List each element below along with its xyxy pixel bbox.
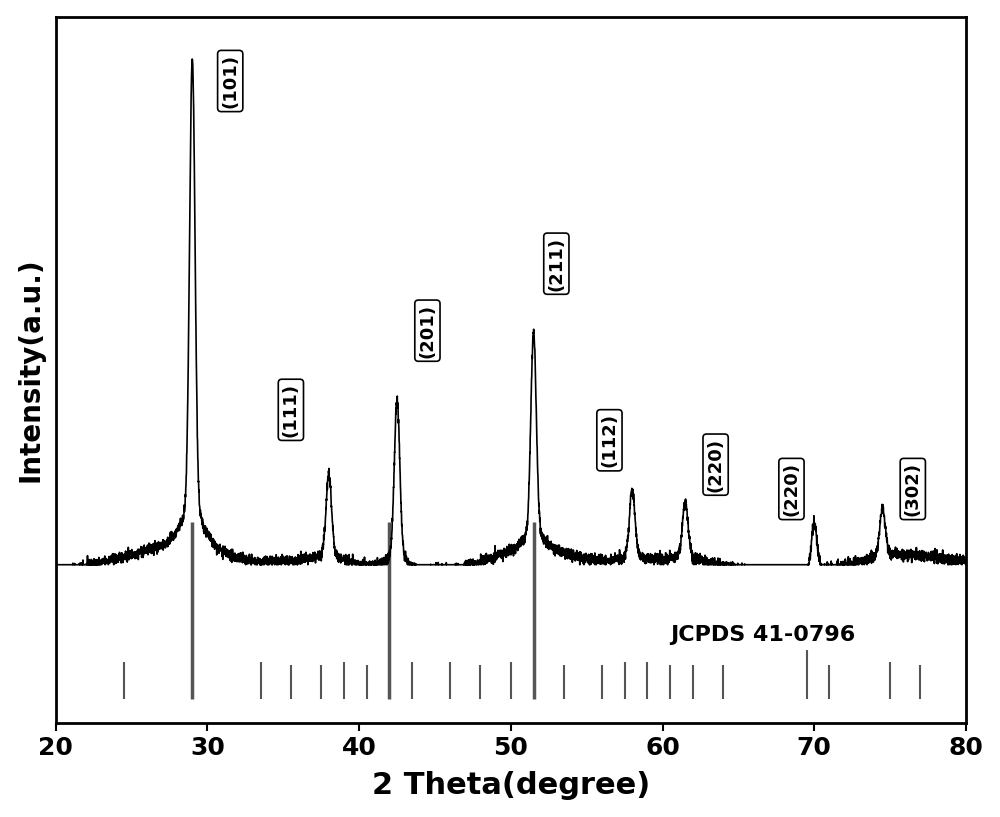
Text: (211): (211) (547, 237, 565, 291)
Text: (111): (111) (282, 383, 300, 437)
Text: (302): (302) (904, 462, 922, 516)
Text: (220): (220) (707, 438, 725, 492)
Text: (101): (101) (221, 54, 239, 108)
X-axis label: 2 Theta(degree): 2 Theta(degree) (372, 771, 650, 801)
Text: (201): (201) (418, 304, 436, 358)
Y-axis label: Intensity(a.u.): Intensity(a.u.) (17, 257, 45, 482)
Text: (112): (112) (600, 413, 618, 467)
Text: (220): (220) (782, 462, 800, 516)
Text: JCPDS 41-0796: JCPDS 41-0796 (670, 625, 855, 645)
